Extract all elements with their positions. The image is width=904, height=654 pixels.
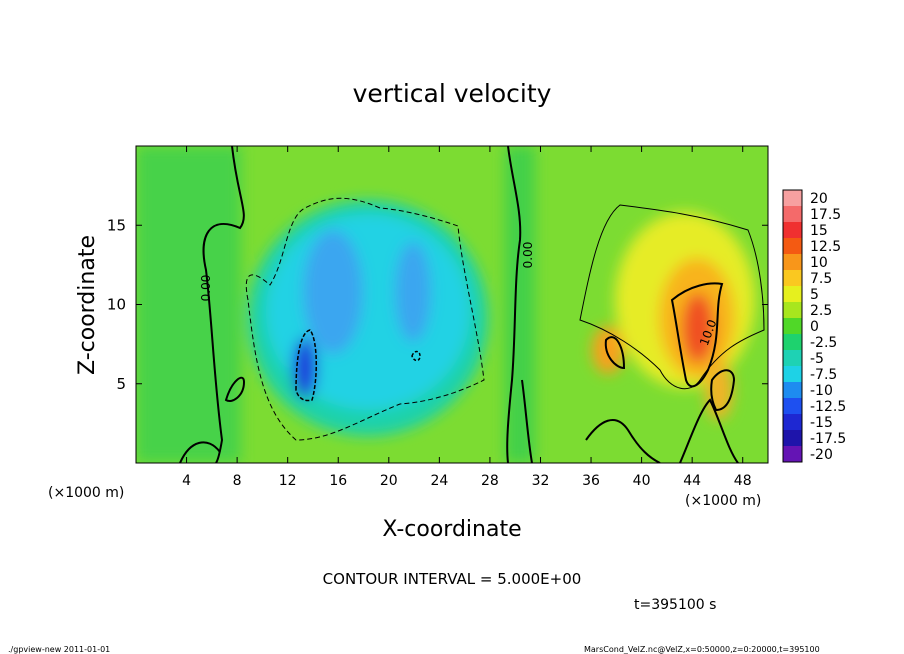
x-tick-label: 32	[532, 473, 550, 489]
colorbar-label: -15	[810, 415, 833, 431]
contour-minus10	[295, 329, 318, 402]
x-tick-label: 28	[481, 473, 499, 489]
colorbar-swatch	[783, 286, 802, 303]
contour-lines	[179, 146, 765, 463]
y-axis: 5 10 15	[107, 216, 768, 393]
colorbar-swatch	[783, 318, 802, 335]
colorbar-label: -12.5	[810, 399, 846, 415]
colorbar-label: -7.5	[810, 367, 837, 383]
colorbar-swatch	[783, 270, 802, 287]
contour-minus10-small	[411, 350, 421, 362]
colorbar-label: 12.5	[810, 239, 841, 255]
colorbar-swatch	[783, 366, 802, 383]
footer-right: MarsCond_VelZ.nc@VelZ,x=0:50000,z=0:2000…	[584, 645, 820, 654]
x-tick-label: 48	[734, 473, 752, 489]
footer-left: ./gpview-new 2011-01-01	[8, 645, 110, 654]
colorbar-label: 17.5	[810, 207, 841, 223]
colorbar-frame	[782, 189, 803, 463]
y-tick-label: 5	[116, 375, 126, 393]
x-unit-left: (×1000 m)	[48, 485, 124, 501]
colorbar-label: -2.5	[810, 335, 837, 351]
x-tick-label: 16	[329, 473, 347, 489]
contour-plus5	[579, 204, 765, 390]
x-tick-label: 44	[683, 473, 701, 489]
y-tick-label: 15	[107, 216, 126, 234]
plot-area: 0.00 0.00 10.0	[136, 146, 768, 463]
contour-zero-mid-2	[521, 379, 533, 463]
colorbar-swatch	[783, 254, 802, 271]
x-tick-label: 4	[182, 473, 191, 489]
colorbar-label: 0	[810, 319, 819, 335]
colorbar-swatch	[783, 190, 802, 207]
chart-title: vertical velocity	[353, 79, 552, 108]
contour-labels: 0.00 0.00 10.0	[199, 242, 719, 348]
colorbar-label: -5	[810, 351, 824, 367]
downdraft-core-left	[303, 230, 363, 354]
colorbar-swatch	[783, 350, 802, 367]
contour-zero-left-cell	[224, 376, 246, 402]
colorbar-label: -17.5	[810, 431, 846, 447]
colorbar-swatch	[783, 414, 802, 431]
colorbar-swatch	[783, 382, 802, 399]
colorbar-swatch	[783, 334, 802, 351]
colorbar-label: 20	[810, 191, 828, 207]
x-unit-right: (×1000 m)	[685, 493, 761, 509]
colorbar-label: 5	[810, 287, 819, 303]
x-axis-label: X-coordinate	[382, 517, 521, 542]
contour-zero-left	[202, 146, 245, 463]
downdraft-core-right	[395, 242, 431, 342]
x-tick-label: 20	[380, 473, 398, 489]
y-axis-label: Z-coordinate	[75, 235, 100, 375]
colorbar-swatch	[783, 222, 802, 239]
colorbar-swatch	[783, 206, 802, 223]
contour-minus5	[245, 197, 485, 441]
x-tick-label: 40	[633, 473, 651, 489]
colorbar-swatch	[783, 446, 802, 463]
x-tick-label: 36	[582, 473, 600, 489]
colorbar-swatch	[783, 430, 802, 447]
y-tick-label: 10	[107, 296, 126, 314]
colorbar: 2017.51512.5107.552.50-2.5-5-7.5-10-12.5…	[782, 189, 846, 463]
colorbar-label: 10	[810, 255, 828, 271]
x-tick-label: 8	[233, 473, 242, 489]
contour-plus10-left	[604, 336, 626, 370]
contour-zero-right	[585, 418, 661, 463]
colorbar-swatch	[783, 302, 802, 319]
contour-label: 0.00	[199, 275, 213, 302]
colorbar-label: 7.5	[810, 271, 832, 287]
time-label: t=395100 s	[634, 597, 716, 613]
updraft-red	[682, 293, 714, 363]
x-tick-label: 24	[430, 473, 448, 489]
colorbar-label: 2.5	[810, 303, 832, 319]
contour-zero-right-2	[679, 398, 739, 463]
colorbar-label: -10	[810, 383, 833, 399]
colorbar-swatch	[783, 398, 802, 415]
field-zone-left-green	[136, 146, 241, 463]
x-axis: 4 8 12 16 20 24 28 32 36 40 44 48	[182, 146, 752, 489]
contour-plus10	[670, 282, 724, 388]
velocity-field	[136, 146, 755, 463]
colorbar-label: 15	[810, 223, 828, 239]
contour-plus10-lower	[710, 369, 736, 412]
x-tick-label: 12	[279, 473, 297, 489]
colorbar-label: -20	[810, 447, 833, 463]
contour-zero-mid	[506, 146, 522, 463]
contour-label: 0.00	[521, 242, 535, 269]
contour-interval: CONTOUR INTERVAL = 5.000E+00	[323, 570, 582, 588]
colorbar-swatch	[783, 238, 802, 255]
contour-zero-bottom	[179, 441, 221, 463]
